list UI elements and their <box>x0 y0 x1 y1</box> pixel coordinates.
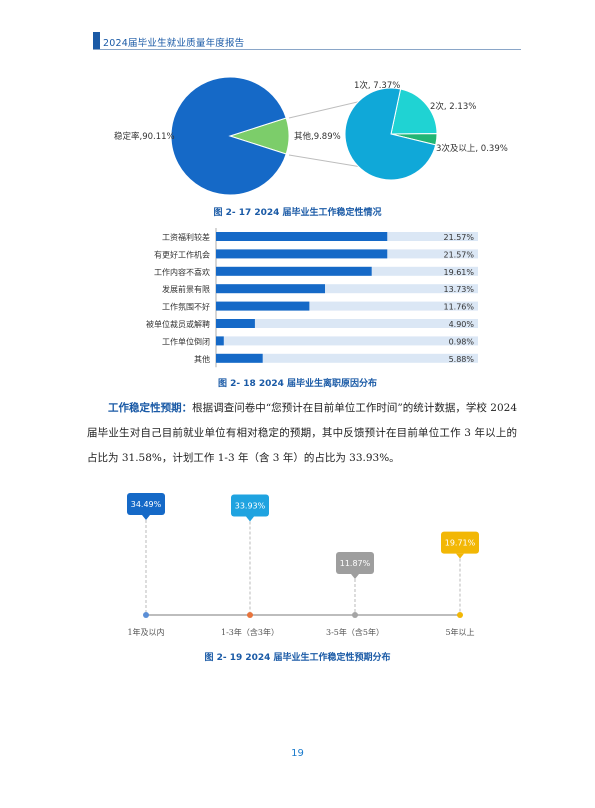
bar-category-label: 其他 <box>194 354 210 364</box>
resignation-reasons-bar-chart: 工资福利较差 21.57% 有更好工作机会 21.57% 工作内容不喜欢 19.61% 发展… <box>146 228 478 368</box>
bar-category-label: 工资福利较差 <box>162 232 210 242</box>
figure-17-caption: 图 2- 17 2024 届毕业生工作稳定性情况 <box>213 208 382 218</box>
bar-value-label: 11.76% <box>443 303 474 312</box>
bar-category-label: 工作氛围不好 <box>162 302 210 312</box>
sub-pie-label-1: 1次, 7.37% <box>354 80 400 91</box>
bar-value-label: 4.90% <box>449 320 475 329</box>
timeline-value-label: 33.93% <box>235 501 266 510</box>
sub-pie-label-2: 2次, 2.13% <box>430 101 476 112</box>
header-title: 2024届毕业生就业质量年度报告 <box>103 38 245 49</box>
main-pie-label-other: 其他,9.89% <box>294 131 341 142</box>
main-pie-label-stable: 稳定率,90.11% <box>114 131 175 142</box>
figure-18-caption: 图 2- 18 2024 届毕业生离职原因分布 <box>217 379 378 389</box>
bar-track <box>216 353 478 363</box>
bar-value <box>216 301 310 311</box>
timeline-category-label: 5年以上 <box>445 627 474 637</box>
header-divider <box>93 49 521 50</box>
timeline-category-label: 1年及以内 <box>127 627 164 637</box>
paragraph-text: 根据调查问卷中“您预计在目前单位工作时间”的统计数据，学校 2024 届毕业生对… <box>87 402 518 464</box>
timeline-callout-pointer <box>351 574 359 580</box>
page-number: 19 <box>291 748 304 759</box>
timeline-dot <box>352 612 358 618</box>
bar-track <box>216 301 478 311</box>
bar-value-label: 19.61% <box>443 268 474 277</box>
timeline-dot <box>247 612 253 618</box>
bar-track <box>216 336 478 346</box>
bar-value-label: 21.57% <box>443 233 474 242</box>
stability-expectation-timeline: 34.49% 1年及以内 33.93% 1-3年（含3年） 11.87% 3-5年（含5年… <box>127 493 479 637</box>
bar-value <box>216 266 372 276</box>
timeline-dot <box>457 612 463 618</box>
timeline-callout <box>441 531 479 554</box>
stability-paragraph: 工作稳定性预期：根据调查问卷中“您预计在目前单位工作时间”的统计数据，学校 20… <box>87 396 517 471</box>
timeline-callout-pointer <box>456 553 464 559</box>
bar-category-label: 工作内容不喜欢 <box>154 267 210 277</box>
figure-19-caption: 图 2- 19 2024 届毕业生工作稳定性预期分布 <box>204 653 391 663</box>
bar-value <box>216 336 224 346</box>
bar-track <box>216 319 478 328</box>
timeline-dot <box>143 612 149 618</box>
timeline-callout <box>127 493 165 515</box>
bar-category-label: 被单位裁员或解聘 <box>146 319 210 329</box>
timeline-callout <box>231 494 269 517</box>
timeline-category-label: 3-5年（含5年） <box>326 627 384 637</box>
bar-track <box>216 284 478 294</box>
main-pie-slice-stable <box>170 76 287 196</box>
bar-value-label: 13.73% <box>443 285 474 294</box>
bar-value-label: 21.57% <box>443 250 474 259</box>
bar-value-label: 0.98% <box>449 337 475 346</box>
header-accent-bar <box>93 32 100 49</box>
timeline-value-label: 11.87% <box>340 559 371 568</box>
timeline-callout <box>336 552 374 575</box>
sub-pie-slice-1 <box>344 87 437 181</box>
bar-value <box>216 284 326 294</box>
bar-value-label: 5.88% <box>449 355 475 364</box>
timeline-value-label: 34.49% <box>131 500 162 509</box>
bar-value <box>216 319 255 328</box>
bar-value <box>216 249 388 259</box>
paragraph-lead: 工作稳定性预期： <box>108 402 193 414</box>
bar-category-label: 工作单位倒闭 <box>162 336 210 346</box>
stability-pie-chart: 稳定率,90.11% 其他,9.89% 1次, 7.37% 2次, 2.13% … <box>114 76 508 196</box>
sub-pie-label-3: 3次及以上, 0.39% <box>436 143 508 154</box>
bar-category-label: 有更好工作机会 <box>154 249 210 259</box>
timeline-value-label: 19.71% <box>445 539 476 548</box>
timeline-callout-pointer <box>246 516 254 522</box>
bar-value <box>216 353 263 363</box>
bar-category-label: 发展前景有限 <box>162 284 210 294</box>
bar-value <box>216 232 388 241</box>
sub-pie-slice-2 <box>390 88 438 135</box>
timeline-callout-pointer <box>142 515 150 520</box>
timeline-category-label: 1-3年（含3年） <box>221 627 279 637</box>
